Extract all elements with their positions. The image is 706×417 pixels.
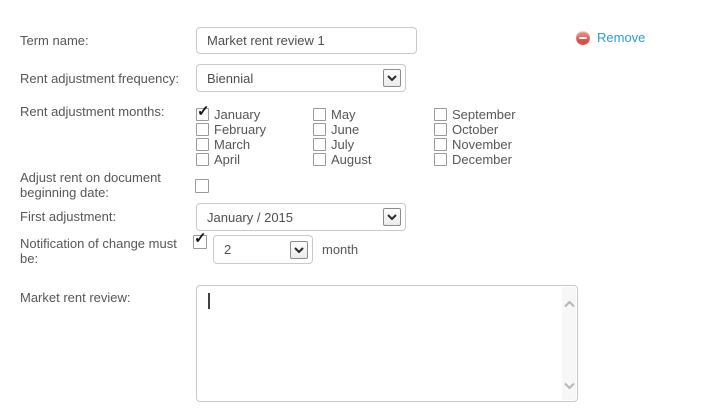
chevron-down-icon: [290, 241, 308, 259]
month-column: May June July August: [313, 107, 434, 167]
scroll-up-icon[interactable]: [563, 300, 575, 308]
frequency-select[interactable]: Biennial: [196, 64, 406, 92]
month-option-september[interactable]: September: [434, 107, 516, 122]
notification-label: Notification of change must be:: [20, 236, 177, 266]
notification-checkbox[interactable]: [193, 231, 207, 249]
first-adjustment-label: First adjustment:: [20, 209, 117, 224]
adjust-on-begin-label: Adjust rent on document beginning date:: [20, 170, 161, 200]
month-label: June: [331, 122, 360, 137]
month-label: October: [452, 122, 499, 137]
month-checkbox[interactable]: [313, 108, 326, 121]
month-checkbox[interactable]: [434, 138, 447, 151]
month-option-november[interactable]: November: [434, 137, 516, 152]
term-name-label: Term name:: [20, 33, 89, 48]
textarea-scrollbar[interactable]: [562, 287, 576, 400]
month-option-july[interactable]: July: [313, 137, 434, 152]
text-cursor: [208, 293, 210, 309]
month-option-august[interactable]: August: [313, 152, 434, 167]
chevron-down-icon: [383, 208, 401, 226]
month-checkbox[interactable]: [313, 138, 326, 151]
first-adjustment-select[interactable]: January / 2015: [196, 203, 406, 231]
first-adjustment-selected-value: January / 2015: [207, 209, 294, 225]
chevron-down-icon: [383, 69, 401, 87]
month-column: September October November December: [434, 107, 516, 167]
notification-unit-label: month: [322, 242, 359, 257]
month-checkbox[interactable]: [313, 153, 326, 166]
notification-selected-value: 2: [224, 242, 232, 257]
market-rent-review-textarea[interactable]: [196, 285, 578, 402]
month-label: March: [214, 137, 251, 152]
notification-months-select[interactable]: 2: [213, 235, 313, 264]
month-checkbox[interactable]: [196, 138, 209, 151]
month-option-january[interactable]: January: [196, 104, 313, 122]
month-checkbox[interactable]: [434, 123, 447, 136]
remove-button[interactable]: Remove: [576, 30, 645, 45]
months-grid: JanuaryFebruaryMarchAprilMayJuneJulyAugu…: [196, 104, 516, 167]
market-rent-review-label: Market rent review:: [20, 290, 131, 305]
month-label: July: [331, 137, 355, 152]
month-checkbox[interactable]: [313, 123, 326, 136]
term-name-input[interactable]: [196, 27, 417, 54]
frequency-selected-value: Biennial: [207, 70, 254, 86]
month-option-march[interactable]: March: [196, 137, 313, 152]
month-label: September: [452, 107, 516, 122]
month-option-may[interactable]: May: [313, 107, 434, 122]
scroll-down-icon[interactable]: [563, 381, 575, 389]
minus-circle-icon: [576, 30, 590, 45]
month-option-february[interactable]: February: [196, 122, 313, 137]
month-label: January: [214, 107, 261, 122]
month-checkbox[interactable]: [196, 104, 210, 121]
months-label: Rent adjustment months:: [20, 104, 165, 119]
month-checkbox[interactable]: [434, 153, 447, 166]
month-label: December: [452, 152, 512, 167]
month-checkbox[interactable]: [434, 108, 447, 121]
month-option-december[interactable]: December: [434, 152, 516, 167]
frequency-label: Rent adjustment frequency:: [20, 71, 179, 86]
remove-button-label: Remove: [597, 30, 646, 45]
month-label: April: [214, 152, 241, 167]
month-option-june[interactable]: June: [313, 122, 434, 137]
month-label: November: [452, 137, 512, 152]
month-label: August: [331, 152, 372, 167]
month-option-october[interactable]: October: [434, 122, 516, 137]
month-option-april[interactable]: April: [196, 152, 313, 167]
month-checkbox[interactable]: [196, 153, 209, 166]
month-checkbox[interactable]: [196, 123, 209, 136]
month-label: February: [214, 122, 267, 137]
adjust-on-begin-checkbox[interactable]: [195, 179, 209, 193]
month-label: May: [331, 107, 356, 122]
